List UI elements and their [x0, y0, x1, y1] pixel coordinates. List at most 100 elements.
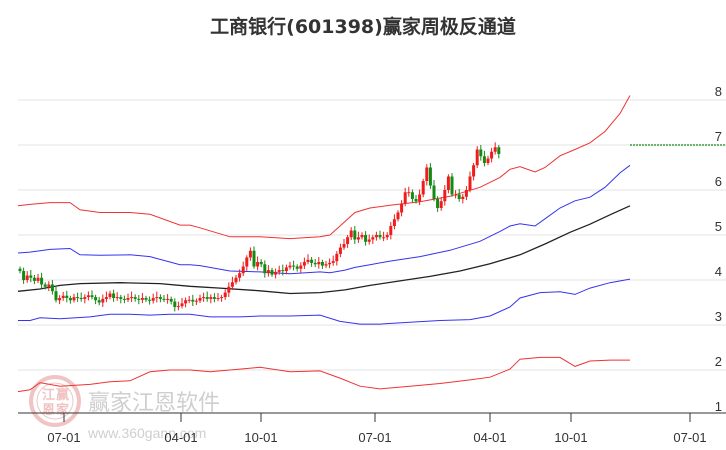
x-tick-label: 07-01: [47, 430, 80, 445]
candle: [97, 300, 101, 303]
candle: [79, 298, 83, 299]
x-tick-label: 07-01: [673, 430, 706, 445]
candle: [346, 237, 350, 244]
candle: [425, 167, 429, 181]
candle: [436, 199, 440, 208]
y-tick-label: 3: [715, 309, 722, 324]
candle: [421, 181, 425, 195]
candle: [490, 151, 494, 159]
candle: [234, 277, 238, 283]
candle: [36, 277, 40, 281]
candle: [72, 297, 76, 301]
candle: [90, 295, 94, 298]
candle: [443, 190, 447, 202]
candle: [40, 277, 44, 285]
candle: [338, 247, 342, 254]
candle: [108, 293, 112, 298]
candle: [119, 297, 123, 299]
candle: [83, 297, 87, 299]
candle: [403, 192, 407, 204]
candle: [288, 265, 292, 268]
candle: [270, 270, 274, 275]
candle: [299, 265, 303, 269]
candle: [32, 277, 36, 281]
candle: [126, 298, 130, 300]
y-axis: 1 2 3 4 5 6 7 8: [715, 84, 722, 414]
candle: [86, 295, 90, 298]
candle: [130, 297, 134, 299]
candle: [274, 271, 278, 275]
candle: [461, 196, 465, 199]
candle: [212, 297, 216, 299]
candle: [284, 267, 288, 271]
upper_inner-line: [17, 164, 631, 275]
candle: [392, 219, 396, 226]
y-tick-label: 1: [715, 399, 722, 414]
candle: [414, 199, 418, 202]
candle: [266, 270, 270, 274]
candle: [25, 275, 29, 280]
x-tick-label: 10-01: [244, 430, 277, 445]
candle: [158, 297, 162, 299]
candle: [144, 298, 148, 300]
svg-text:江: 江: [42, 387, 55, 403]
candle: [61, 295, 65, 298]
y-tick-label: 7: [715, 129, 722, 144]
candle: [227, 286, 231, 293]
candle: [302, 262, 306, 266]
candle: [497, 147, 501, 154]
candle: [389, 226, 393, 235]
channel-bands: [17, 95, 631, 393]
candle: [479, 149, 483, 157]
candle: [320, 262, 324, 266]
y-tick-label: 2: [715, 354, 722, 369]
candle: [191, 299, 195, 302]
x-tick-label: 07-01: [358, 430, 391, 445]
candlesticks: [18, 142, 501, 312]
candle: [335, 253, 339, 262]
x-tick-label: 04-01: [473, 430, 506, 445]
candle: [378, 235, 382, 238]
candle: [259, 262, 263, 265]
candle: [54, 291, 58, 301]
chart-title: 工商银行(601398)赢家周极反通道: [210, 16, 516, 38]
candle: [353, 230, 357, 240]
candle: [137, 298, 141, 300]
candle: [140, 298, 144, 300]
candle: [151, 298, 155, 301]
candle: [169, 298, 173, 302]
candle: [331, 261, 335, 263]
x-tick-label: 10-01: [554, 430, 587, 445]
candle: [367, 239, 371, 242]
candle: [295, 266, 299, 269]
svg-text:家: 家: [56, 402, 70, 418]
candle: [252, 250, 256, 267]
candle: [76, 297, 80, 299]
candle: [410, 192, 414, 199]
candle: [94, 297, 98, 301]
candle: [173, 301, 177, 307]
candle: [439, 201, 443, 208]
candle: [407, 192, 411, 194]
y-tick-label: 6: [715, 174, 722, 189]
candle: [277, 270, 281, 272]
candle: [313, 262, 317, 265]
y-tick-label: 4: [715, 264, 722, 279]
candle: [220, 297, 224, 299]
candle: [101, 298, 105, 303]
candle: [428, 167, 432, 186]
candle: [223, 292, 227, 298]
candle: [245, 257, 249, 267]
candle: [317, 262, 321, 265]
candle: [216, 298, 220, 299]
candle: [281, 270, 285, 272]
candle: [58, 298, 62, 301]
candle: [342, 244, 346, 248]
svg-text:赢: 赢: [56, 387, 69, 403]
lower_outer-line: [17, 356, 630, 393]
candle: [18, 268, 22, 271]
mid-line: [17, 205, 631, 295]
candle: [432, 185, 436, 199]
watermark: 江 赢 恩 家 赢家江恩软件 www.360gann.com: [29, 375, 220, 441]
